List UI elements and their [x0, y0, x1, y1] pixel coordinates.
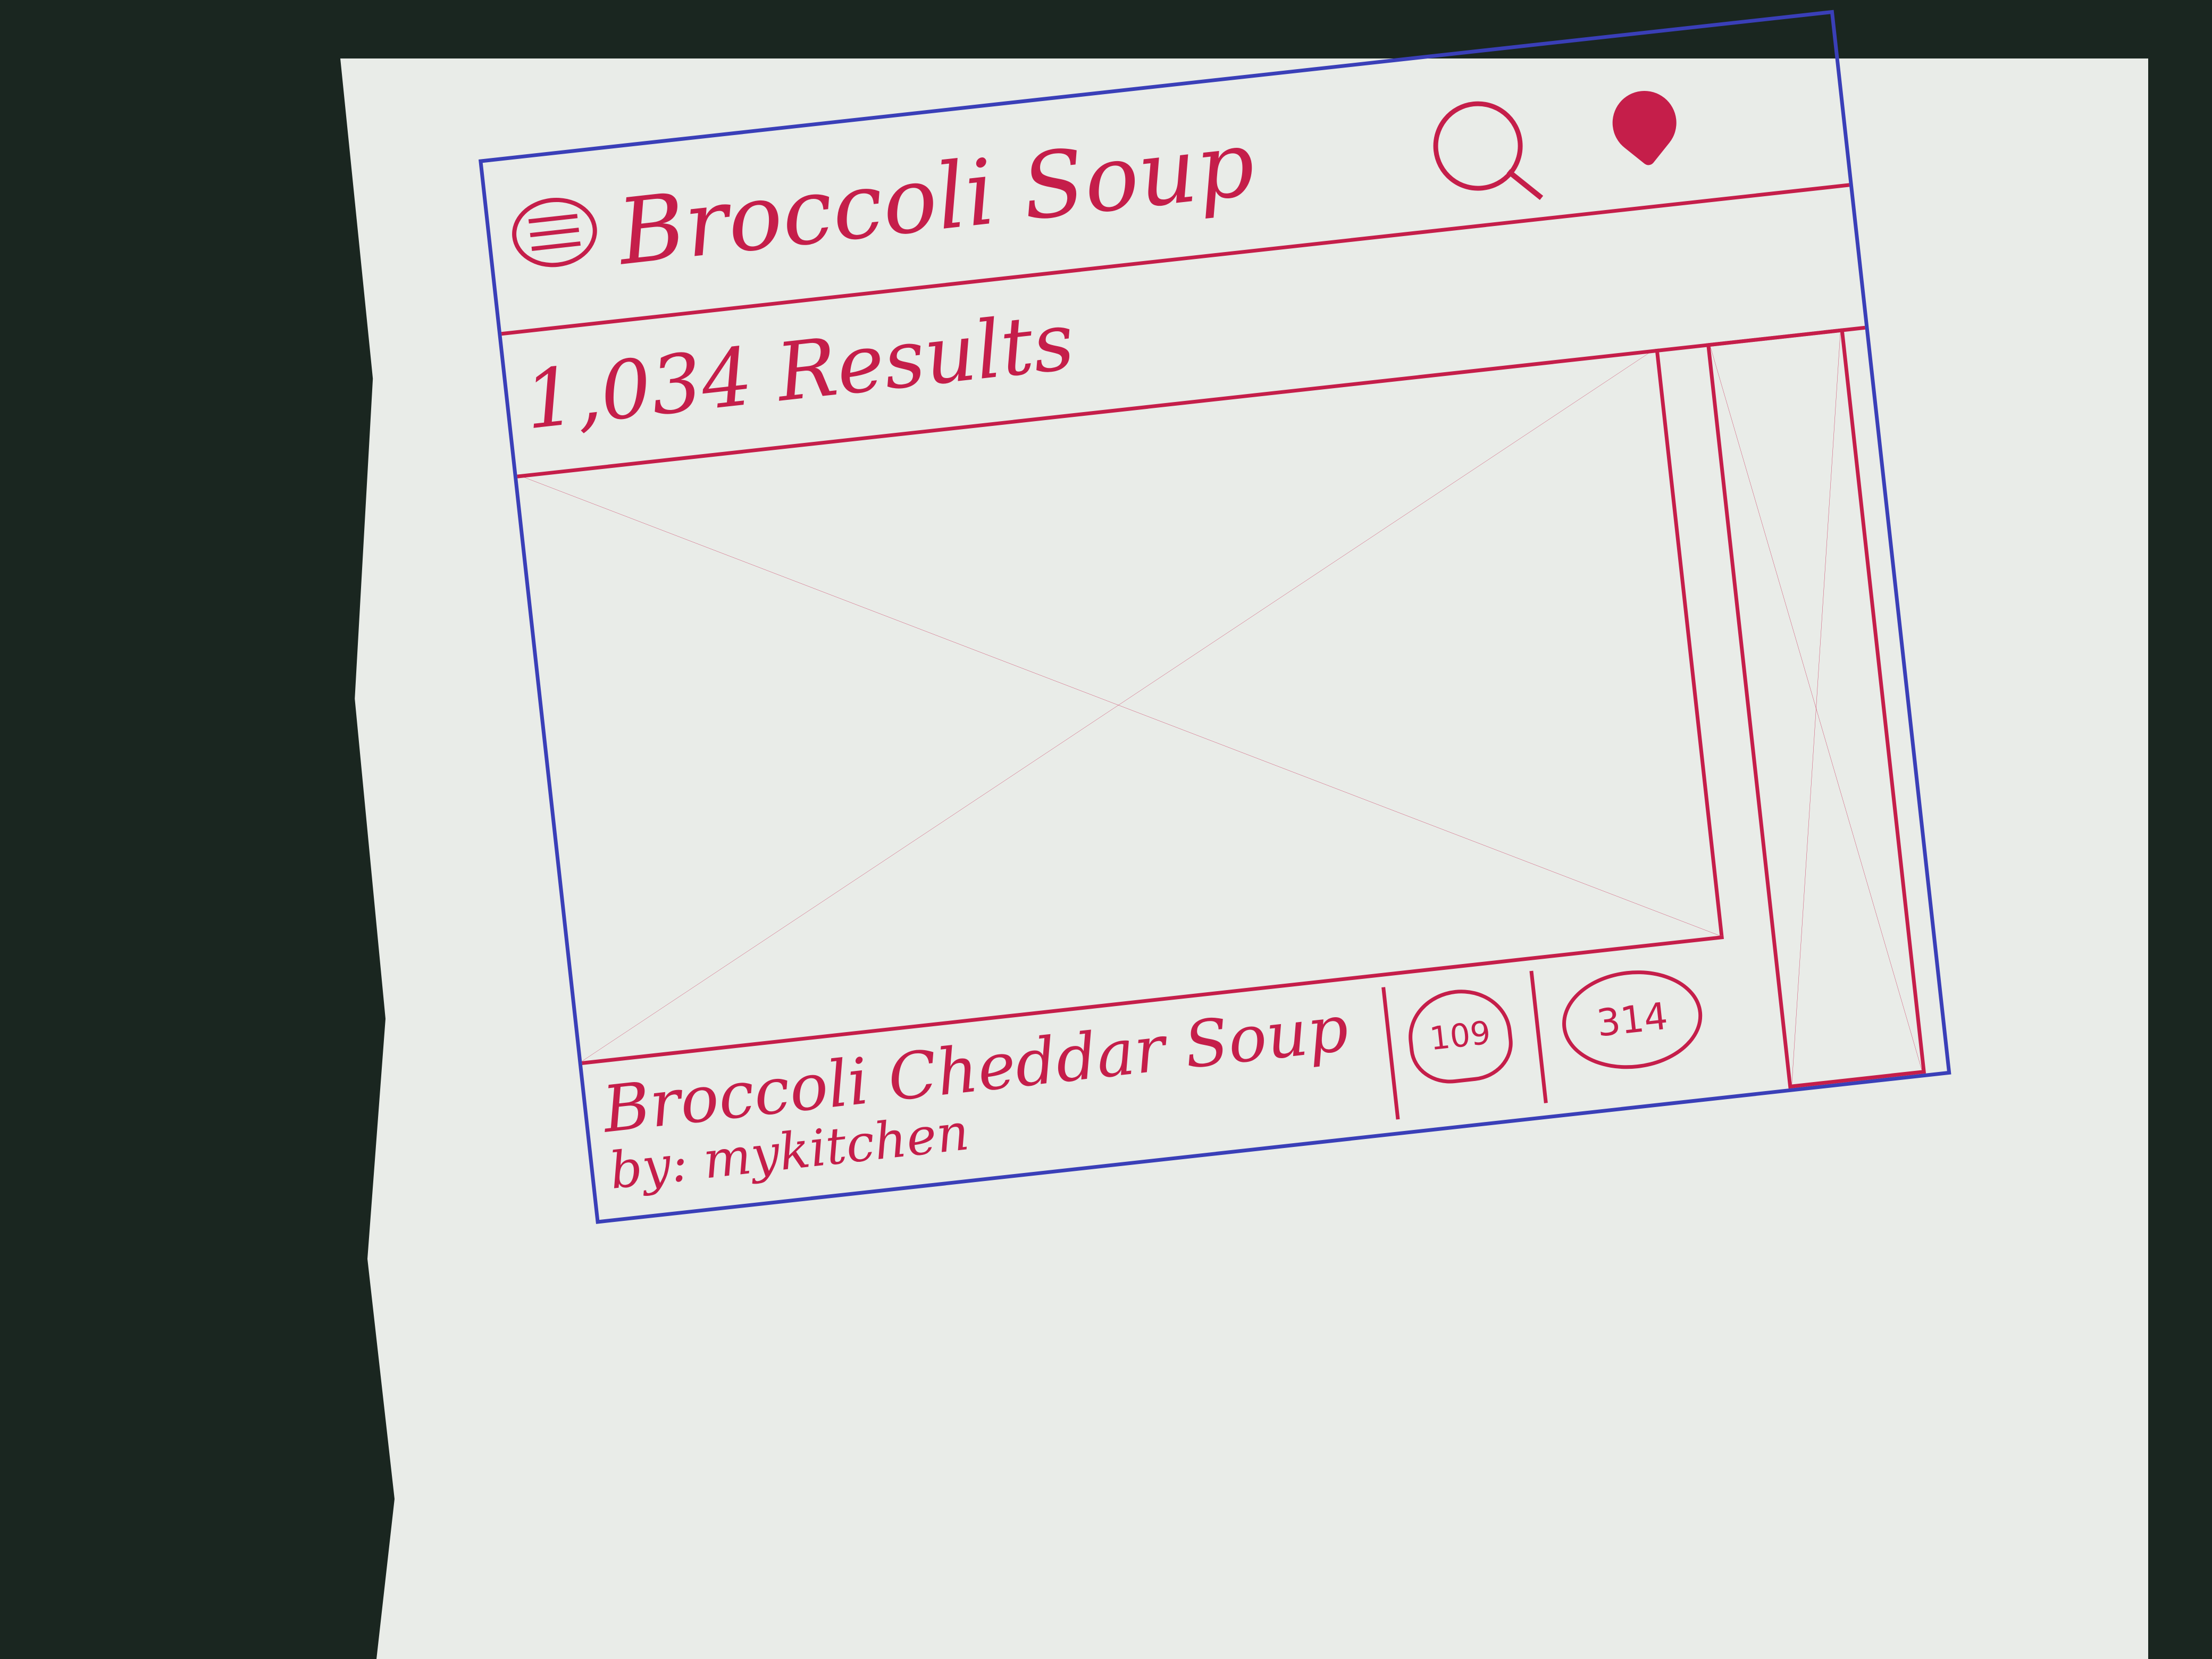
- count-value: 314: [1594, 994, 1670, 1045]
- recipe-image-placeholder[interactable]: [517, 348, 1724, 1061]
- menu-icon[interactable]: [508, 193, 601, 272]
- likes-count: 109: [1428, 1014, 1493, 1058]
- next-recipe-image-placeholder[interactable]: [1706, 328, 1926, 1089]
- count-badge[interactable]: 314: [1557, 963, 1707, 1076]
- paper-sheet: [340, 58, 2148, 1659]
- phone-frame: Broccoli Soup 1,034 Results Broccoli Che…: [479, 10, 1951, 1224]
- search-icon[interactable]: [1428, 96, 1528, 196]
- heart-icon[interactable]: 109: [1404, 984, 1516, 1088]
- card-divider: [1529, 970, 1548, 1103]
- filter-icon[interactable]: [1599, 78, 1690, 168]
